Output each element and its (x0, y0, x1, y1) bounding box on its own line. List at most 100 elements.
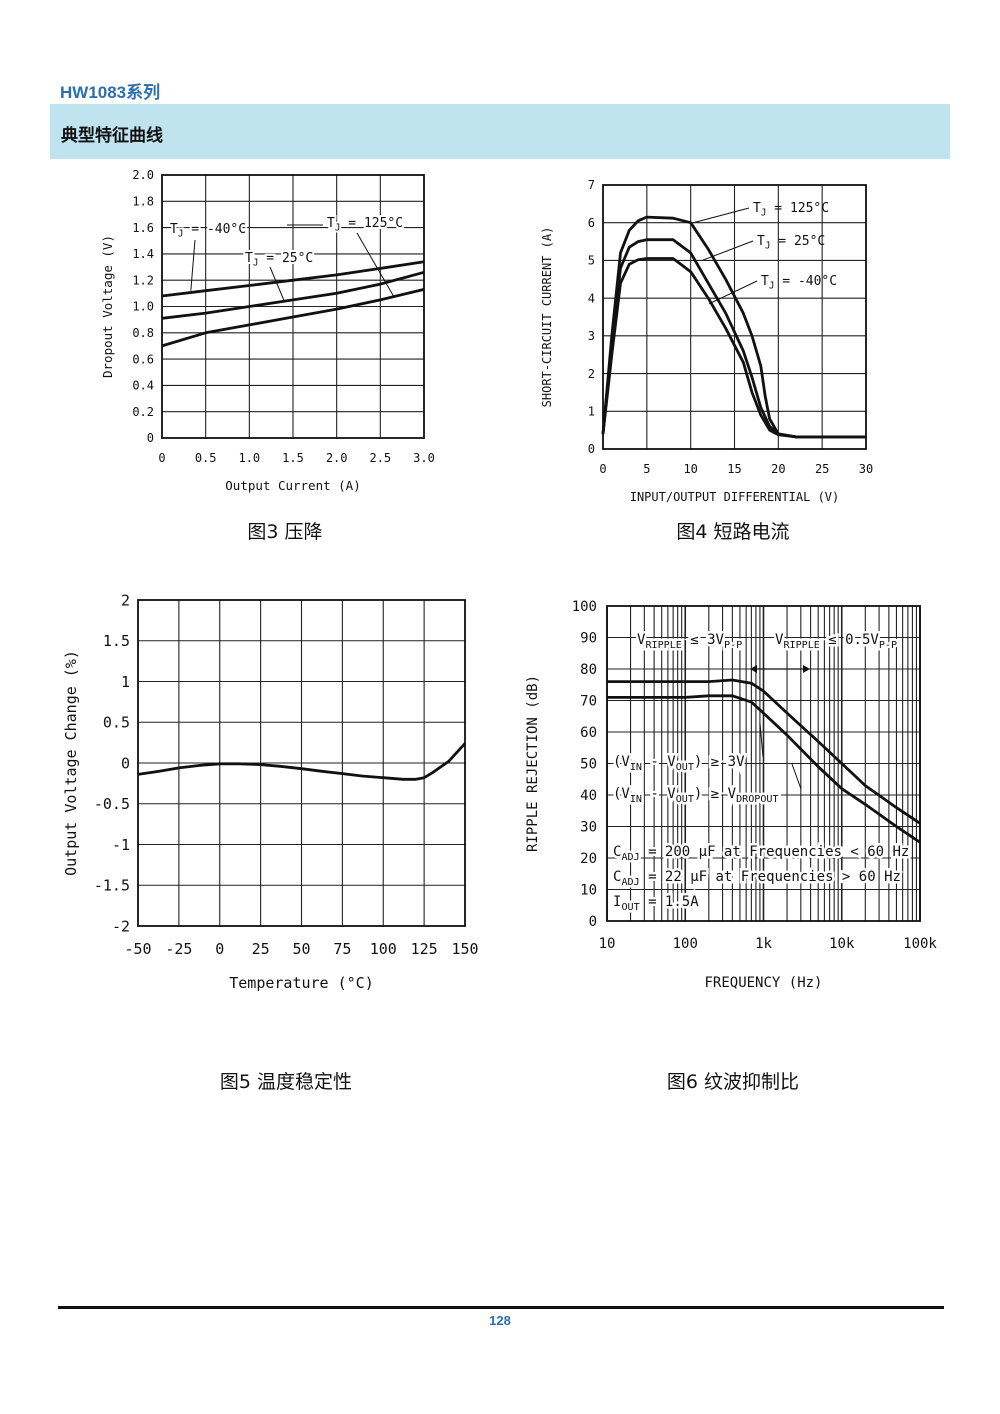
y-tick-label: -1 (112, 836, 130, 854)
y-tick-label: 80 (580, 662, 597, 678)
x-tick-label: 15 (727, 462, 741, 476)
series-annotation: TJ = 25°C (245, 251, 313, 269)
x-tick-label: 125 (411, 940, 438, 958)
cadj-note: CADJ = 200 μF at Frequencies < 60 Hz (613, 844, 909, 863)
y-tick-label: 100 (572, 599, 597, 615)
x-tick-label: 25 (815, 462, 829, 476)
x-tick-label: 30 (859, 462, 873, 476)
y-axis-label: Dropout Voltage (V) (100, 235, 115, 378)
y-axis-label: RIPPLE REJECTION (dB) (525, 675, 541, 852)
ripple-condition-label: VRIPPLE ≤ 0.5VP-P (775, 632, 897, 651)
x-tick-label: 0.5 (195, 451, 217, 465)
y-tick-label: 0.2 (132, 405, 154, 419)
x-tick-label: 100 (673, 936, 698, 952)
series-annotation: (VIN - VOUT) ≥ 3V (613, 754, 745, 773)
x-tick-label: 2.5 (369, 451, 391, 465)
y-tick-label: 30 (580, 819, 597, 835)
annotation-leader (708, 280, 758, 305)
annotation-leader (701, 240, 754, 261)
x-tick-label: 50 (292, 940, 310, 958)
y-tick-label: 60 (580, 725, 597, 741)
x-tick-label: 0 (599, 462, 606, 476)
y-tick-label: -1.5 (94, 877, 130, 895)
y-tick-label: -0.5 (94, 795, 130, 813)
x-tick-label: 0 (215, 940, 224, 958)
caption-fig6: 图6 纹波抑制比 (666, 1071, 800, 1093)
series-line-3 (161, 288, 425, 348)
section-header-bar: 典型特征曲线 (50, 104, 950, 159)
y-tick-label: 6 (588, 216, 595, 230)
annotation-leader (759, 722, 764, 758)
series-line-2 (601, 238, 866, 439)
y-tick-label: 0 (589, 914, 597, 930)
series-annotation: TJ = -40°C (170, 222, 246, 240)
y-tick-label: 3 (588, 329, 595, 343)
x-tick-label: 20 (771, 462, 785, 476)
annotation-leader (693, 207, 750, 224)
section-title: 典型特征曲线 (61, 126, 163, 146)
y-tick-label: 1.0 (132, 300, 154, 314)
ripple-condition-label: VRIPPLE ≤ 3VP-P (637, 632, 742, 651)
y-tick-label: 2 (121, 591, 130, 609)
y-tick-label: 7 (588, 178, 595, 192)
plot-frame (137, 599, 466, 927)
caption-fig4: 图4 短路电流 (676, 521, 790, 543)
cadj-note: CADJ = 22 μF at Frequencies > 60 Hz (613, 869, 901, 888)
x-tick-label: 10k (829, 936, 855, 952)
y-tick-label: 0 (588, 442, 595, 456)
arrow-head-left-icon (750, 665, 757, 673)
x-tick-label: 10 (683, 462, 697, 476)
x-axis-label: FREQUENCY (Hz) (704, 975, 822, 991)
x-axis-label: INPUT/OUTPUT DIFFERENTIAL (V) (630, 490, 840, 504)
caption-fig3: 图3 压降 (247, 521, 323, 543)
series-annotation: (VIN - VOUT) ≥ VDROPOUT (613, 786, 779, 805)
y-tick-label: 0 (121, 754, 130, 772)
x-tick-label: 1k (755, 936, 772, 952)
series-annotation: TJ = 25°C (757, 234, 825, 252)
series-line-2 (607, 694, 921, 844)
temperature-stability-chart: -50 -25 0 25 50 75 100 125 150 -2 -1.5 -1 -0.5 0 0.5 1 1… (62, 591, 479, 992)
y-tick-label: 50 (580, 756, 597, 772)
y-tick-label: 0.5 (103, 714, 130, 732)
y-tick-label: 1 (588, 404, 595, 418)
x-tick-label: 75 (333, 940, 351, 958)
y-tick-label: 1 (121, 673, 130, 691)
x-tick-label: 10 (599, 936, 616, 952)
y-axis-label: Output Voltage Change (%) (62, 650, 80, 876)
y-axis-label: SHORT-CIRCUIT CURRENT (A) (540, 227, 554, 408)
series-line-1 (601, 215, 866, 439)
y-tick-label: 0.6 (132, 352, 154, 366)
y-tick-label: 90 (580, 630, 597, 646)
arrow-head-right-icon (803, 665, 810, 673)
y-tick-label: 0 (147, 431, 154, 445)
y-tick-label: 2.0 (132, 168, 154, 182)
y-tick-label: 1.5 (103, 632, 130, 650)
x-axis-label: Temperature (°C) (229, 974, 374, 992)
series-line-1 (137, 742, 467, 781)
iout-note: IOUT = 1.5A (613, 894, 699, 913)
x-tick-label: 150 (451, 940, 478, 958)
annotation-leader (791, 763, 802, 790)
series-annotation: TJ = 125°C (753, 201, 829, 219)
y-tick-label: 1.8 (132, 195, 154, 209)
series-annotation: TJ = -40°C (761, 274, 837, 292)
y-tick-label: 0.4 (132, 379, 154, 393)
series-line-1 (607, 678, 921, 825)
short-circuit-current-chart: 0 5 10 15 20 25 30 0 1 2 3 4 5 6 7 INPUT/OUTPUT DIFFERE… (540, 178, 873, 504)
y-tick-label: 0.8 (132, 326, 154, 340)
series-line-3 (601, 257, 866, 439)
x-tick-label: 1.0 (238, 451, 260, 465)
footer-rule (58, 1306, 944, 1309)
y-tick-label: 70 (580, 693, 597, 709)
series-line-1 (161, 260, 425, 298)
y-tick-label: 20 (580, 851, 597, 867)
caption-fig5: 图5 温度稳定性 (219, 1071, 353, 1093)
annotation-leader (190, 239, 196, 291)
y-tick-label: 2 (588, 367, 595, 381)
y-tick-label: 1.4 (132, 247, 154, 261)
x-tick-label: 100 (370, 940, 397, 958)
x-tick-label: 25 (252, 940, 270, 958)
plot-frame (161, 174, 425, 439)
x-tick-label: 1.5 (282, 451, 304, 465)
y-tick-label: 1.2 (132, 273, 154, 287)
